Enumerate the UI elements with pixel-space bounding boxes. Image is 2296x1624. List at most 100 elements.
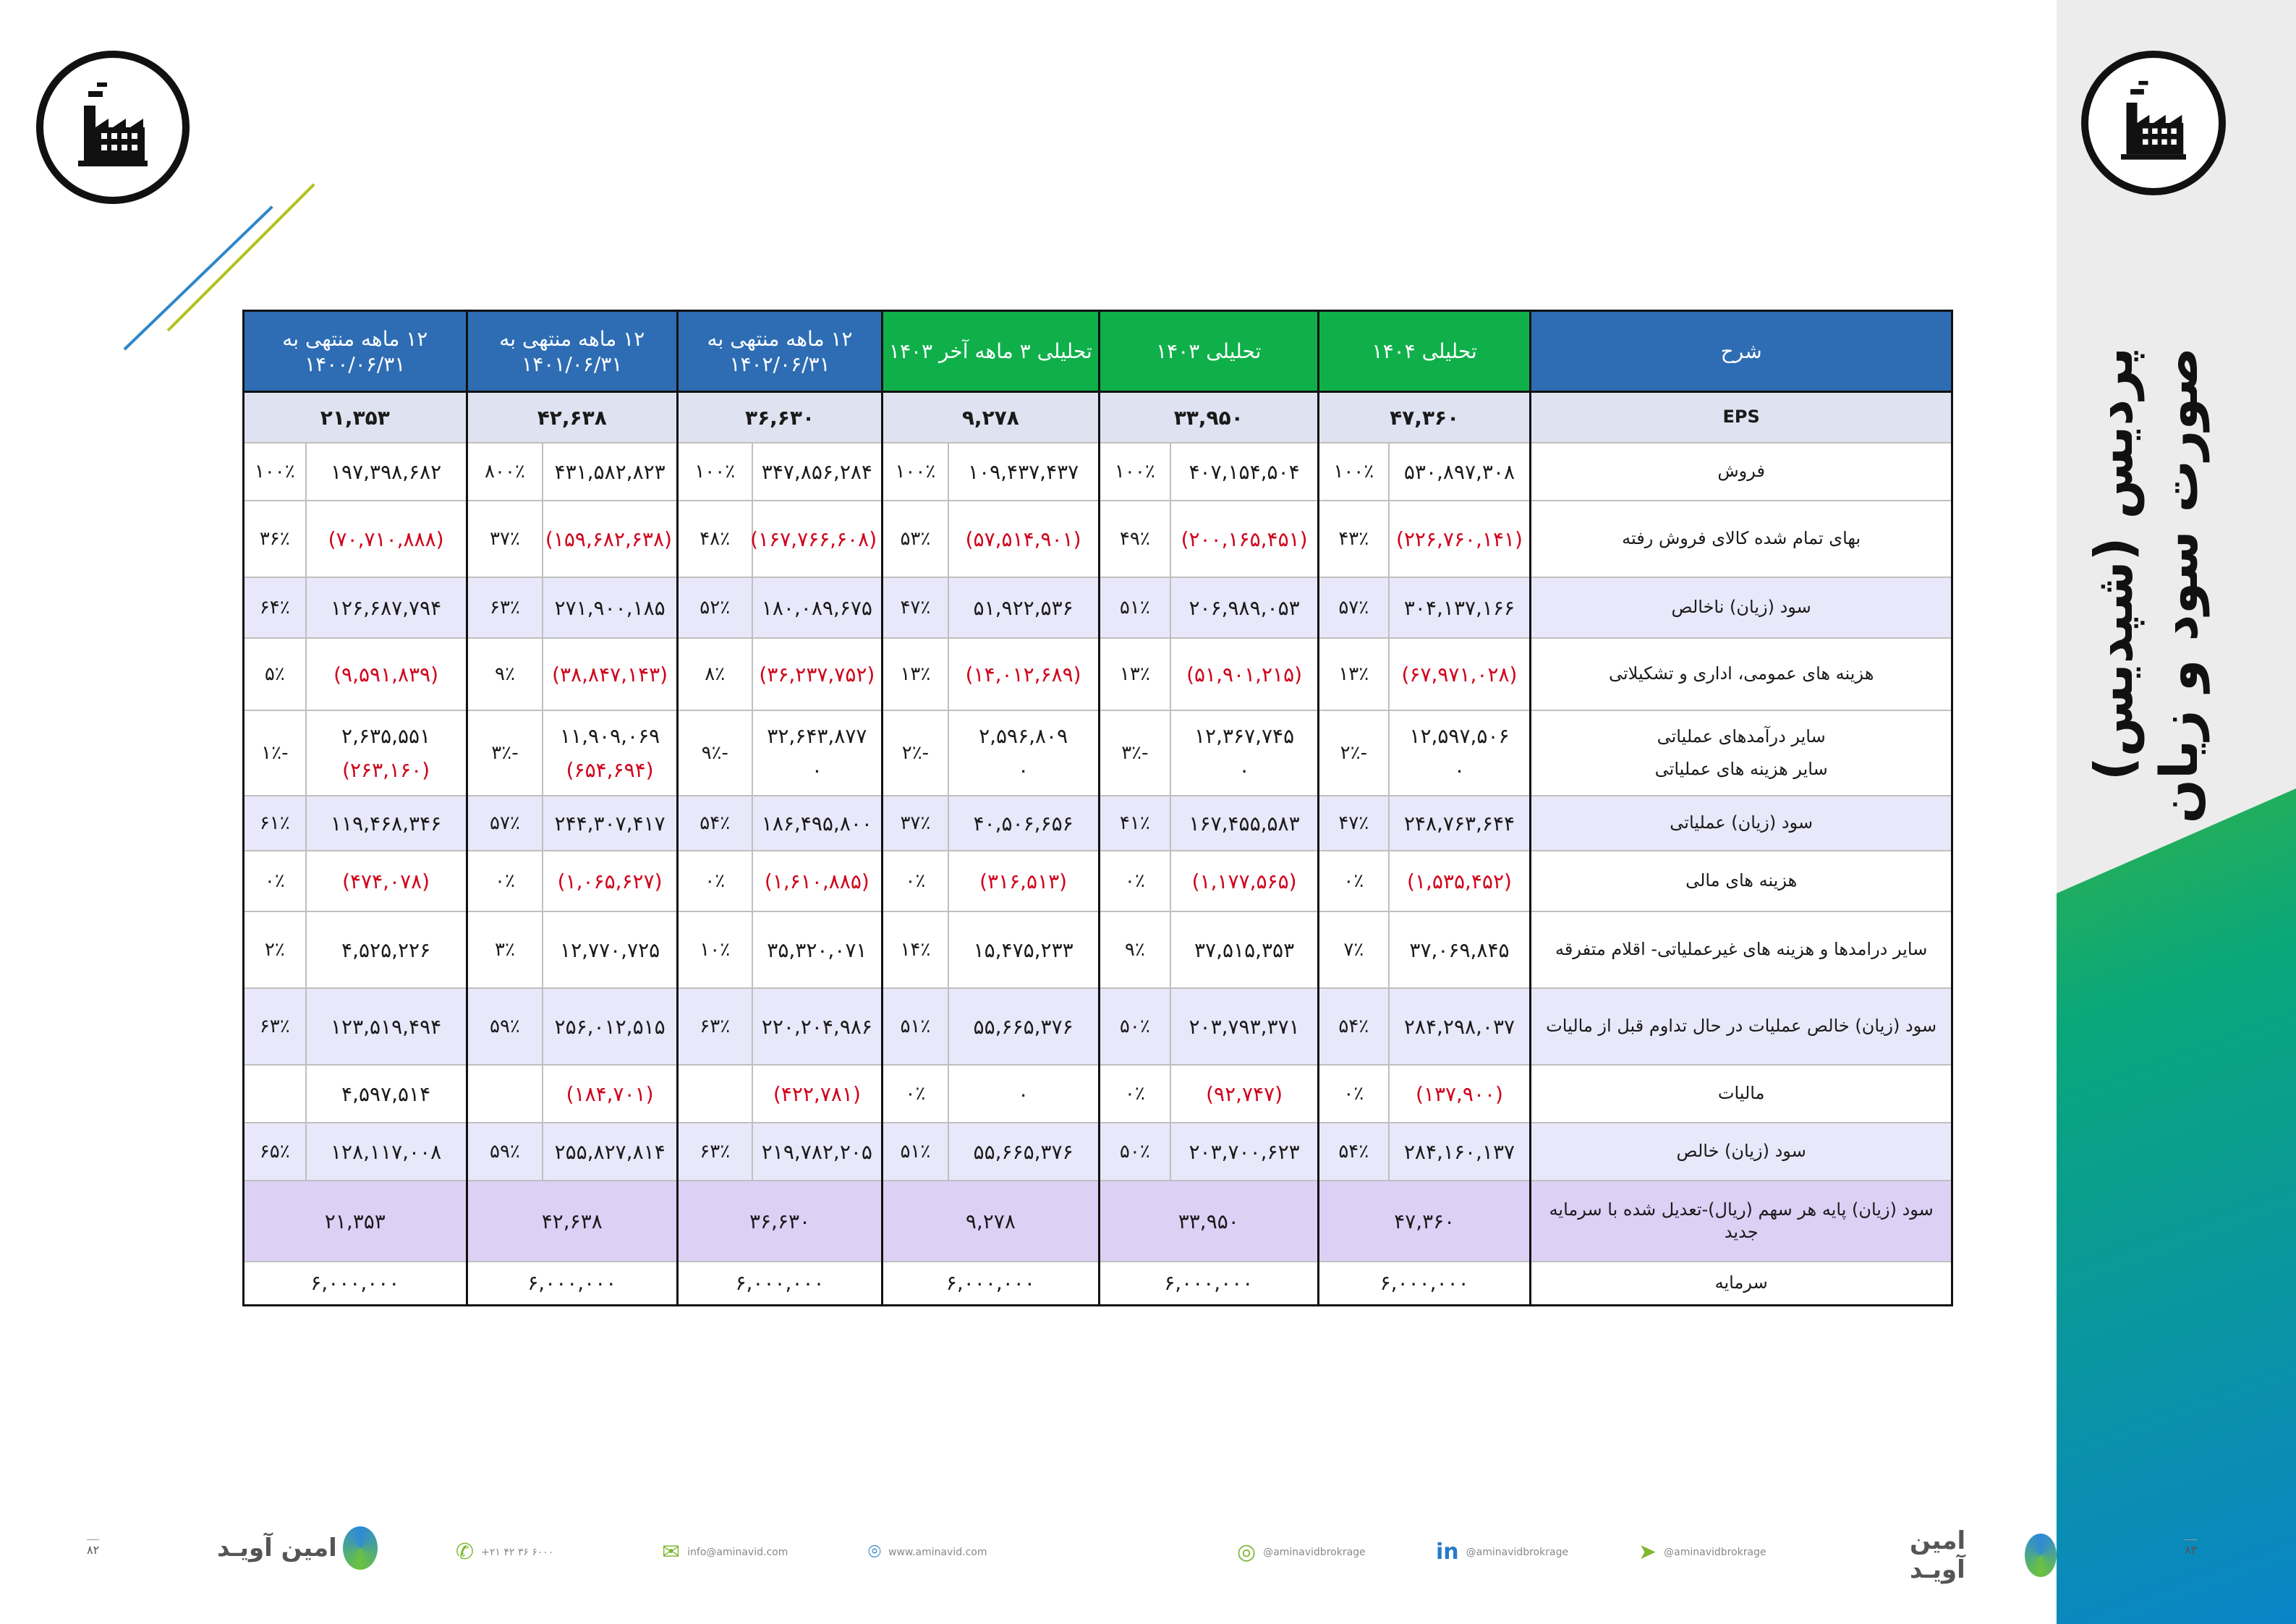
eps-value: ۴۲,۶۳۸: [466, 391, 679, 443]
footer: ۸۲ امین آویـد ✆ +۲۱ ۴۲ ۳۶ ۶۰۰۰ ✉ info@am…: [0, 1519, 2198, 1591]
website-text[interactable]: www.aminavid.com: [888, 1546, 987, 1558]
percent-cell: ۵۹٪: [466, 987, 544, 1066]
value-cell: ۲,۵۹۶,۸۰۹ ۰: [947, 710, 1100, 796]
value-cell: (۳۸,۸۴۷,۱۴۳): [542, 637, 679, 711]
value-cell: ۱۱,۹۰۹,۰۶۹ (۶۵۴,۶۹۴): [542, 710, 679, 796]
row-label: مالیات: [1529, 1064, 1953, 1123]
linkedin-text[interactable]: @aminavidbrokrage: [1466, 1546, 1569, 1558]
table-row: سود (زیان) عملیاتی ۲۴۸,۷۶۳,۶۴۴ ۴۷٪ ۱۶۷,۴۵۵,…: [242, 795, 1953, 851]
table-row: سود (زیان) ناخالص ۳۰۴,۱۳۷,۱۶۶ ۵۷٪ ۲۰۶,۹۸۹,۰…: [242, 577, 1953, 639]
percent-cell: ۴۸٪: [676, 500, 753, 578]
percent-cell: -۲٪: [881, 710, 949, 796]
footer-phone: ✆ +۲۱ ۴۲ ۳۶ ۶۰۰۰: [456, 1539, 553, 1565]
percent-cell: ۵۷٪: [466, 795, 544, 851]
capital-value: ۶,۰۰۰,۰۰۰: [881, 1261, 1100, 1306]
value-line: (۲۶۳,۱۶۰): [342, 758, 430, 782]
page-number-right: ۸۳: [2185, 1539, 2198, 1557]
percent-cell: ۵٪: [242, 637, 307, 711]
phone-text: +۲۱ ۴۲ ۳۶ ۶۰۰۰: [481, 1546, 554, 1558]
footer-instagram[interactable]: ◎ @aminavidbrokrage: [1237, 1539, 1366, 1565]
value-cell: (۱۶۷,۷۶۶,۶۰۸): [750, 500, 884, 578]
instagram-text[interactable]: @aminavidbrokrage: [1263, 1546, 1366, 1558]
factory-icon: [78, 82, 148, 166]
value-cell: ۲۸۴,۲۹۸,۰۳۷: [1387, 987, 1532, 1066]
percent-cell: ۵۰٪: [1098, 1122, 1172, 1181]
percent-cell: ۱۴٪: [881, 911, 949, 989]
value-cell: ۱۲,۳۶۷,۷۴۵ ۰: [1170, 710, 1320, 796]
value-cell: ۴۰۷,۱۵۴,۵۰۴: [1170, 442, 1320, 501]
percent-cell: ۵۲٪: [676, 577, 753, 639]
value-cell: ۱۲۶,۶۸۷,۷۹۴: [305, 577, 468, 639]
percent-cell: ۰٪: [1098, 1064, 1172, 1123]
value-cell: ۳۷,۰۶۹,۸۴۵: [1387, 911, 1532, 989]
value-cell: ۲۱۹,۷۸۲,۲۰۵: [751, 1122, 884, 1181]
value-line: ۱۲,۳۶۷,۷۴۵: [1194, 724, 1295, 748]
value-cell: ۱۹۷,۳۹۸,۶۸۲: [305, 442, 468, 501]
value-cell: ۲۸۴,۱۶۰,۱۳۷: [1387, 1122, 1532, 1181]
value-cell: (۱,۱۷۷,۵۶۵): [1170, 850, 1320, 912]
value-cell: ۳۵,۳۲۰,۰۷۱: [751, 911, 884, 989]
value-cell: (۹۲,۷۴۷): [1170, 1064, 1320, 1123]
percent-cell: ۰٪: [881, 850, 949, 912]
value-cell: (۱۵۹,۶۸۲,۶۳۸): [542, 500, 679, 578]
table-row: سود (زیان) خالص عملیات در حال تداوم قبل …: [242, 987, 1953, 1066]
value-cell: (۴۲۲,۷۸۱): [751, 1064, 884, 1123]
eps-value: ۲۱,۳۵۳: [242, 391, 468, 443]
eps-adjusted-value: ۴۲,۶۳۸: [466, 1180, 679, 1262]
page-title: صورت سود و زیان پردیس (شپدیس): [2076, 304, 2264, 823]
percent-cell: -۲٪: [1317, 710, 1390, 796]
brand-logo-right: امین آویـد: [1910, 1526, 2057, 1584]
value-cell: (۳۶,۲۳۷,۷۵۲): [751, 637, 884, 711]
footer-email[interactable]: ✉ info@aminavid.com: [662, 1539, 788, 1565]
footer-linkedin[interactable]: in @aminavidbrokrage: [1436, 1539, 1568, 1565]
eps-value: ۳۳,۹۵۰: [1098, 391, 1320, 443]
footer-telegram[interactable]: ➤ @aminavidbrokrage: [1638, 1539, 1766, 1565]
percent-cell: ۶۵٪: [242, 1122, 307, 1181]
percent-cell: ۵۳٪: [881, 500, 949, 578]
percent-cell: ۹٪: [466, 637, 544, 711]
telegram-text[interactable]: @aminavidbrokrage: [1664, 1546, 1766, 1558]
row-label: هزینه های مالی: [1529, 850, 1953, 912]
percent-cell: ۴۳٪: [1317, 500, 1390, 578]
value-cell: ۴,۵۹۷,۵۱۴: [305, 1064, 468, 1123]
percent-cell: ۱۳٪: [1098, 637, 1172, 711]
percent-cell: ۵۴٪: [1317, 1122, 1390, 1181]
header-col-1403: تحلیلی ۱۴۰۳: [1097, 310, 1320, 393]
percent-cell: ۶۳٪: [676, 987, 753, 1066]
value-cell: ۲,۶۳۵,۵۵۱ (۲۶۳,۱۶۰): [305, 710, 468, 796]
page-number-left: ۸۲: [87, 1539, 100, 1557]
percent-cell: ۳۶٪: [242, 500, 307, 578]
row-label-line: سایر درآمدهای عملیاتی: [1657, 726, 1826, 747]
percent-cell: ۵۹٪: [466, 1122, 544, 1181]
table-header-row: شرح تحلیلی ۱۴۰۴ تحلیلی ۱۴۰۳ تحلیلی ۳ ماه…: [242, 310, 1953, 393]
value-cell: (۹,۵۹۱,۸۳۹): [305, 637, 468, 711]
footer-website[interactable]: ⌾ www.aminavid.com: [868, 1539, 987, 1565]
value-cell: (۱,۰۶۵,۶۲۷): [542, 850, 679, 912]
value-cell: ۲۰۳,۷۰۰,۶۲۳: [1170, 1122, 1320, 1181]
percent-cell: -۳٪: [466, 710, 544, 796]
row-label: بهای تمام شده کالای فروش رفته: [1529, 500, 1953, 578]
capital-row: سرمایه ۶,۰۰۰,۰۰۰ ۶,۰۰۰,۰۰۰ ۶,۰۰۰,۰۰۰ ۶,۰…: [242, 1261, 1953, 1306]
percent-cell: ۵۰٪: [1098, 987, 1172, 1066]
value-cell: (۵۱,۹۰۱,۲۱۵): [1170, 637, 1320, 711]
table-row: فروش ۵۳۰,۸۹۷,۳۰۸ ۱۰۰٪ ۴۰۷,۱۵۴,۵۰۴ ۱۰۰٪ ۱۰۹,۴۳…: [242, 442, 1953, 501]
header-col-1400: ۱۲ ماهه منتهی به ۱۴۰۰/۰۶/۳۱: [242, 310, 468, 393]
value-cell: ۱۲۸,۱۱۷,۰۰۸: [305, 1122, 468, 1181]
email-text[interactable]: info@aminavid.com: [687, 1546, 788, 1558]
capital-value: ۶,۰۰۰,۰۰۰: [466, 1261, 679, 1306]
value-line: ۰: [1018, 758, 1029, 782]
eps-adjusted-value: ۳۶,۶۳۰: [676, 1180, 884, 1262]
value-cell: ۴۳۱,۵۸۲,۸۲۳: [542, 442, 679, 501]
percent-cell: ۰٪: [1098, 850, 1172, 912]
side-gradient: [2057, 788, 2296, 1624]
percent-cell: ۵۴٪: [1317, 987, 1390, 1066]
percent-cell: ۳٪: [466, 911, 544, 989]
value-cell: ۳۲,۶۴۳,۸۷۷ ۰: [751, 710, 884, 796]
value-cell: ۵۵,۶۶۵,۳۷۶: [947, 987, 1100, 1066]
row-label: سایر درامدها و هزینه های غیرعملیاتی- اقل…: [1529, 911, 1953, 989]
value-cell: ۲۵۵,۸۲۷,۸۱۴: [542, 1122, 679, 1181]
factory-logo-right: [2081, 51, 2226, 195]
capital-value: ۶,۰۰۰,۰۰۰: [242, 1261, 468, 1306]
capital-value: ۶,۰۰۰,۰۰۰: [1317, 1261, 1532, 1306]
percent-cell: ۰٪: [1317, 850, 1390, 912]
